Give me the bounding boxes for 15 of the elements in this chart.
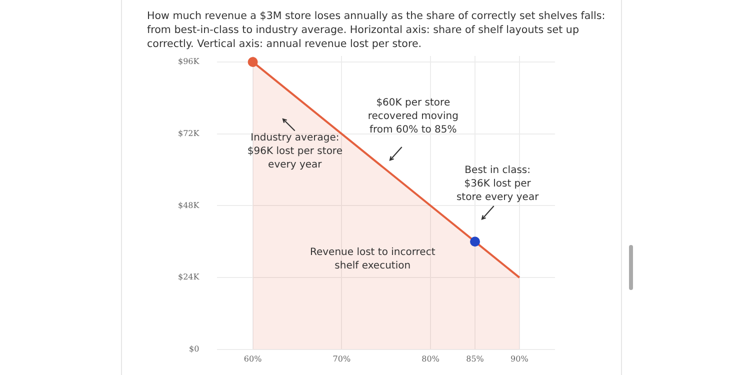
chart-subtitle: How much revenue a $3M store loses annually as the share of correctly set shelves falls: from best-in-class to industry average. Horizontal axis: share of shelf layouts set up correctly. Vertical axis: annual revenue lost per store. (147, 9, 606, 51)
annotation: Best in class: $36K lost per store every year (456, 165, 540, 204)
y-tick-label: $24K (178, 272, 200, 282)
annotation: Industry average: $96K lost per store every year (247, 132, 342, 171)
x-tick-label: 90% (510, 354, 529, 364)
y-tick-label: $0 (189, 344, 200, 354)
y-tick-label: $96K (178, 57, 200, 66)
x-tick-label: 70% (332, 354, 351, 364)
y-tick-label: $72K (178, 128, 200, 138)
annotation: $60K per store recovered moving from 60% to 85% (368, 98, 458, 136)
x-tick-label: 80% (422, 354, 440, 364)
x-tick-label: 85% (466, 354, 484, 364)
x-tick-label: 60% (244, 354, 262, 364)
annotation: Revenue lost to incorrect shelf execution (310, 247, 436, 272)
y-tick-label: $48K (178, 200, 200, 210)
